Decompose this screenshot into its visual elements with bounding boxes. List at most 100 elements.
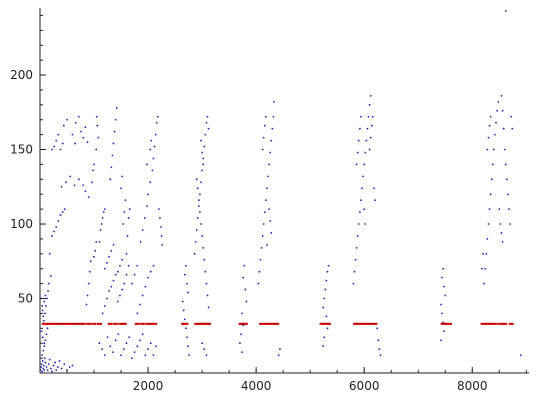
- data-point: [497, 100, 500, 103]
- data-point: [187, 345, 189, 348]
- data-point: [60, 185, 63, 188]
- data-point: [68, 366, 71, 368]
- data-point: [93, 255, 95, 258]
- data-point: [184, 327, 187, 330]
- data-point: [157, 208, 160, 211]
- highlight-point: [262, 322, 268, 325]
- data-point: [264, 199, 267, 202]
- data-point: [121, 288, 124, 291]
- data-point: [196, 217, 199, 219]
- data-point: [266, 187, 268, 190]
- data-point: [441, 312, 443, 315]
- data-point: [272, 115, 275, 118]
- data-point: [362, 175, 365, 178]
- data-point: [146, 163, 148, 166]
- data-point: [88, 270, 91, 273]
- data-point: [141, 229, 144, 231]
- data-point: [43, 300, 46, 303]
- data-point: [200, 223, 202, 225]
- data-point: [263, 124, 266, 127]
- data-point: [95, 115, 98, 118]
- data-point: [150, 139, 153, 142]
- highlight-point: [50, 322, 56, 325]
- highlight-point: [443, 322, 449, 325]
- highlight-point: [67, 322, 73, 325]
- data-point: [121, 258, 124, 261]
- data-point: [139, 240, 142, 243]
- data-point: [205, 121, 208, 124]
- data-point: [277, 354, 280, 357]
- highlight-point: [152, 322, 158, 325]
- data-point: [202, 246, 205, 249]
- data-point: [197, 205, 200, 208]
- data-point: [62, 124, 65, 127]
- data-point: [202, 163, 205, 166]
- data-point: [50, 235, 53, 237]
- data-point: [499, 223, 502, 225]
- data-point: [136, 312, 139, 315]
- data-point: [42, 364, 45, 367]
- highlight-point: [96, 322, 102, 325]
- data-point: [122, 223, 125, 225]
- data-point: [355, 163, 358, 166]
- data-point: [82, 136, 85, 139]
- data-point: [40, 330, 43, 333]
- data-point: [41, 309, 44, 312]
- data-point: [327, 264, 330, 267]
- data-point: [43, 369, 46, 371]
- data-point: [369, 136, 372, 139]
- highlight-point: [80, 322, 86, 325]
- data-point: [155, 121, 158, 124]
- data-point: [182, 309, 185, 312]
- data-point: [488, 208, 491, 211]
- data-point: [113, 130, 116, 133]
- data-point: [442, 321, 444, 324]
- data-point: [133, 273, 136, 276]
- data-point: [364, 151, 367, 154]
- data-point: [98, 240, 101, 243]
- data-point: [279, 348, 281, 351]
- highlight-point: [497, 322, 503, 325]
- data-point: [103, 305, 106, 307]
- highlight-point: [41, 322, 47, 325]
- data-point: [71, 364, 74, 367]
- x-tick-label: 2000: [133, 379, 164, 393]
- data-point: [47, 290, 50, 292]
- data-point: [502, 127, 505, 130]
- data-point: [200, 139, 202, 142]
- data-point: [440, 303, 442, 306]
- data-point: [146, 205, 148, 208]
- data-point: [263, 211, 266, 214]
- data-point: [45, 305, 47, 307]
- data-point: [363, 208, 366, 211]
- data-point: [324, 288, 327, 291]
- highlight-point: [76, 322, 82, 325]
- data-point: [257, 282, 260, 285]
- data-point: [102, 211, 105, 214]
- data-point: [43, 312, 46, 315]
- data-point: [47, 363, 50, 365]
- data-point: [101, 312, 104, 315]
- highlight-point: [326, 322, 332, 325]
- data-point: [41, 336, 44, 339]
- data-point: [139, 303, 141, 306]
- data-point: [44, 339, 47, 342]
- data-point: [120, 187, 122, 190]
- data-point: [125, 273, 128, 276]
- data-point: [121, 175, 124, 178]
- highlight-point: [194, 322, 200, 325]
- highlight-point: [46, 322, 52, 325]
- highlight-point: [140, 322, 146, 325]
- data-point: [365, 139, 368, 142]
- data-point: [245, 300, 248, 303]
- data-point: [489, 193, 492, 196]
- data-point: [128, 336, 131, 339]
- data-point: [269, 151, 272, 154]
- x-tick-label: 8000: [457, 379, 488, 393]
- data-point: [59, 214, 62, 216]
- data-point: [95, 240, 98, 243]
- highlight-point: [359, 322, 365, 325]
- data-point: [93, 163, 95, 166]
- data-point: [363, 163, 366, 166]
- data-point: [127, 217, 130, 219]
